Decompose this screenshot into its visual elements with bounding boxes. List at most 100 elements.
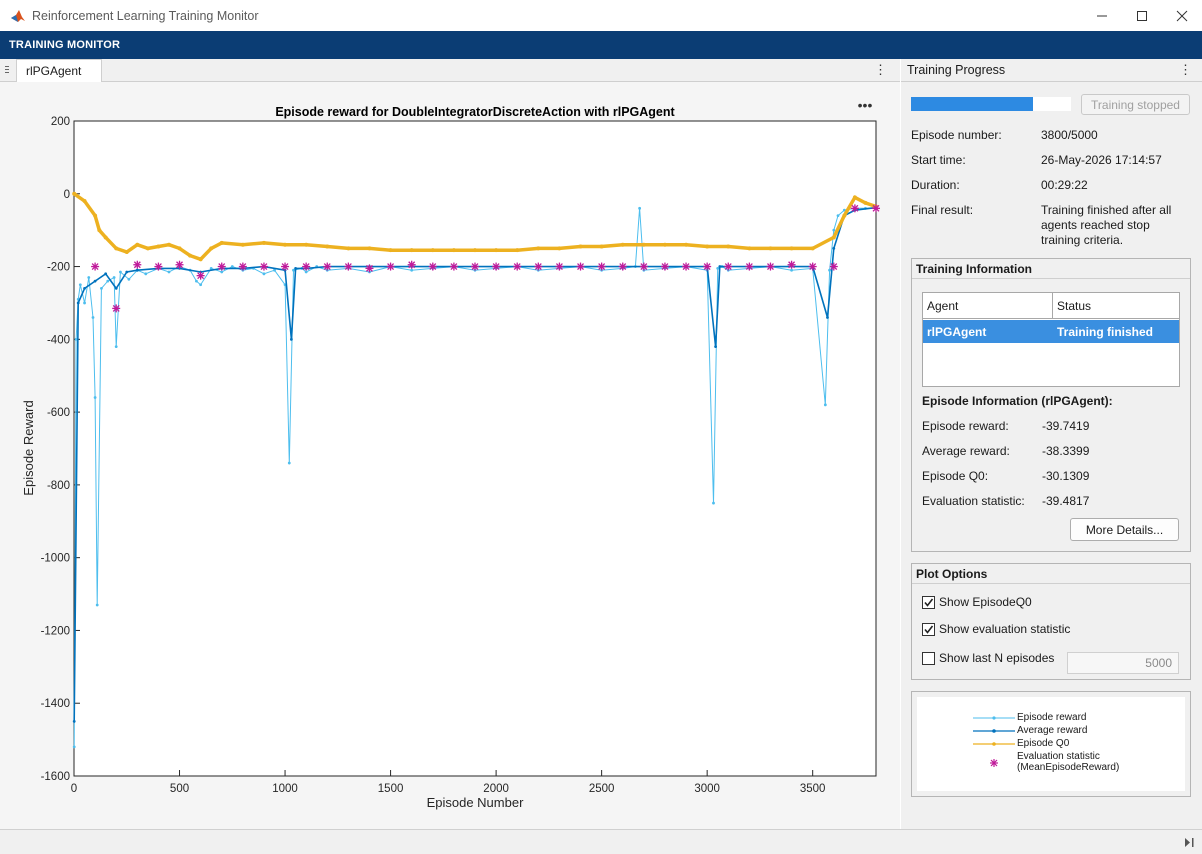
- y-tick-label: -1200: [41, 625, 70, 637]
- average-reward-label: Average reward:: [922, 444, 1010, 458]
- stop-training-button[interactable]: Training stopped: [1081, 94, 1190, 115]
- data-point: [304, 242, 309, 247]
- data-point: [789, 246, 794, 251]
- plot-area: Episode reward for DoubleIntegratorDiscr…: [0, 82, 900, 829]
- eval-stat-marker: [154, 262, 163, 271]
- x-tick-label: 1500: [378, 783, 404, 795]
- data-point: [705, 244, 710, 249]
- episode-information-title: Episode Information (rlPGAgent):: [922, 394, 1113, 408]
- show-q0-checkbox[interactable]: [922, 595, 935, 609]
- legend-swatch-episode-q0: [973, 741, 1015, 746]
- show-last-n-checkbox[interactable]: [922, 651, 935, 665]
- show-q0-option[interactable]: Show EpisodeQ0: [922, 595, 1032, 609]
- data-point: [114, 246, 119, 251]
- x-tick-label: 2500: [589, 783, 615, 795]
- y-axis-label: Episode Reward: [21, 400, 36, 495]
- legend-swatch-episode-reward: [973, 715, 1015, 720]
- column-header-status[interactable]: Status: [1053, 293, 1179, 319]
- eval-stat-marker: [618, 262, 627, 271]
- legend: Episode reward Average reward Episode Q0…: [917, 697, 1185, 791]
- data-point: [166, 242, 171, 247]
- eval-stat-marker: [302, 262, 311, 271]
- data-point: [714, 345, 717, 349]
- x-tick-label: 1000: [272, 783, 298, 795]
- x-tick-label: 3500: [800, 783, 826, 795]
- data-point: [388, 248, 393, 253]
- data-point: [684, 242, 689, 247]
- more-details-button[interactable]: More Details...: [1070, 518, 1179, 541]
- eval-stat-marker: [175, 260, 184, 269]
- minimize-icon: [1097, 15, 1107, 16]
- table-row[interactable]: rlPGAgent Training finished: [923, 320, 1179, 343]
- data-point: [832, 246, 836, 250]
- eval-stat-marker: [850, 204, 859, 213]
- axes-options-icon[interactable]: •••: [858, 97, 873, 113]
- tab-agent[interactable]: rlPGAgent: [16, 59, 102, 82]
- data-point: [87, 276, 91, 279]
- progress-bar-fill: [911, 97, 1033, 111]
- y-tick-label: -1600: [41, 771, 70, 783]
- legend-label-eval-stat: Evaluation statistic: [1017, 751, 1100, 762]
- x-tick-label: 0: [71, 783, 77, 795]
- show-eval-checkbox[interactable]: [922, 622, 935, 636]
- data-point: [294, 266, 298, 270]
- evaluation-statistic-label: Evaluation statistic:: [922, 494, 1025, 508]
- progress-options-icon[interactable]: ⋮: [1179, 62, 1192, 77]
- legend-label-episode-q0: Episode Q0: [1017, 738, 1070, 749]
- data-point: [124, 250, 129, 254]
- close-button[interactable]: [1162, 0, 1202, 31]
- data-point: [304, 270, 308, 274]
- episode-number-label: Episode number:: [911, 128, 1002, 142]
- data-point: [91, 316, 95, 319]
- tab-options-icon[interactable]: ⋮: [874, 62, 887, 77]
- eval-stat-marker: [386, 262, 395, 271]
- eval-stat-marker: [808, 262, 817, 271]
- data-point: [83, 301, 86, 305]
- data-point: [100, 286, 103, 290]
- expand-panel-icon[interactable]: [1184, 837, 1194, 848]
- eval-stat-marker: [766, 262, 775, 271]
- data-point: [638, 206, 642, 210]
- eval-stat-marker: [829, 262, 838, 271]
- last-n-episodes-input[interactable]: 5000: [1067, 652, 1179, 674]
- data-point: [135, 268, 139, 272]
- eval-stat-marker: [787, 260, 796, 269]
- axes-box: [73, 120, 877, 777]
- data-point: [83, 286, 86, 290]
- episode-reward-label: Episode reward:: [922, 419, 1009, 433]
- training-information-title: Training Information: [916, 262, 1032, 276]
- table-cell-agent: rlPGAgent: [927, 324, 987, 339]
- eval-stat-marker: [407, 260, 416, 269]
- data-point: [367, 246, 372, 251]
- y-tick-label: -1000: [41, 553, 70, 565]
- reward-chart[interactable]: Episode reward for DoubleIntegratorDiscr…: [0, 82, 900, 829]
- eval-stat-marker: [112, 304, 121, 313]
- data-point: [346, 246, 351, 251]
- training-progress-pane: Training Progress ⋮ Training stopped Epi…: [901, 59, 1202, 829]
- data-point: [852, 195, 857, 200]
- data-point: [114, 345, 118, 349]
- show-last-n-option[interactable]: Show last N episodes: [922, 651, 1054, 665]
- eval-stat-marker: [196, 271, 205, 280]
- data-point: [810, 246, 815, 251]
- data-point: [536, 246, 541, 251]
- legend-panel: Episode reward Average reward Episode Q0…: [911, 691, 1191, 797]
- eval-stat-marker: [428, 262, 437, 271]
- column-header-agent[interactable]: Agent: [923, 293, 1053, 319]
- table-cell-status: Training finished: [1057, 324, 1154, 339]
- y-tick-label: 0: [64, 189, 70, 201]
- maximize-button[interactable]: [1122, 0, 1162, 31]
- eval-stat-marker: [534, 262, 543, 271]
- data-point: [823, 403, 827, 407]
- minimize-button[interactable]: [1082, 0, 1122, 31]
- toolstrip-banner: TRAINING MONITOR: [0, 31, 1202, 59]
- data-point: [494, 248, 499, 253]
- average-reward-value: -38.3399: [1042, 444, 1090, 458]
- data-point: [473, 248, 477, 253]
- data-point: [410, 268, 414, 272]
- data-point: [842, 213, 847, 218]
- show-eval-option[interactable]: Show evaluation statistic: [922, 622, 1070, 636]
- agent-status-table[interactable]: Agent Status rlPGAgent Training finished: [922, 292, 1180, 387]
- close-icon: [1176, 10, 1188, 21]
- tab-handle-icon[interactable]: [3, 63, 15, 77]
